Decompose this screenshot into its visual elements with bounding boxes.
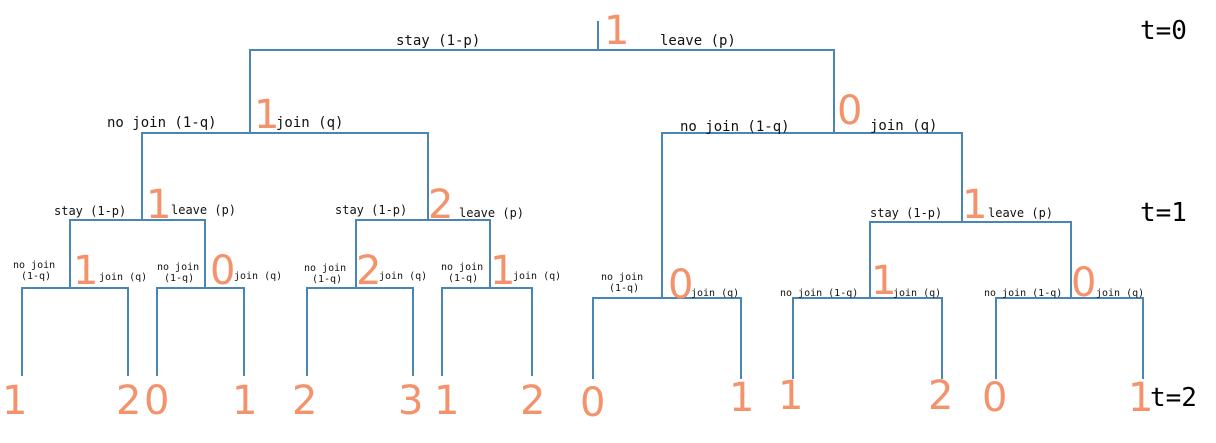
level2-node-b: 2 stay (1-p) leave (p) [335, 182, 524, 228]
time-label-t0: t=0 [1140, 16, 1187, 46]
l2-b-right-label: leave (p) [459, 206, 524, 220]
l1-right-left-label: no join (1-q) [680, 119, 790, 135]
leaf-state-14: 1 [1128, 375, 1153, 421]
l3-4-left-label-line2: (1-q) [448, 273, 478, 284]
leaf-states: 1 2 0 1 2 3 1 2 0 1 1 2 0 1 [2, 373, 1153, 426]
l2-c-state: 0 [668, 262, 693, 308]
leaf-state-6: 3 [398, 378, 423, 424]
l3-1-left-label-line2: (1-q) [21, 271, 51, 282]
l3-3-state: 2 [356, 248, 381, 294]
time-label-t2: t=2 [1150, 383, 1197, 413]
l3-4-left-label-line1: no join [441, 262, 483, 273]
l1-left-right-label: join (q) [276, 115, 343, 131]
l3-2-state: 0 [210, 248, 235, 294]
l2-c-left-label-line2: (1-q) [609, 283, 639, 294]
l2-b-state: 2 [428, 182, 453, 228]
l2-d-state: 1 [962, 182, 987, 228]
l2-a-right-label: leave (p) [171, 203, 236, 217]
leaf-state-1: 1 [2, 378, 27, 424]
leaf-state-7: 1 [434, 378, 459, 424]
leaf-state-2: 2 [116, 378, 141, 424]
leaf-state-9: 0 [580, 380, 605, 426]
root-right-label: leave (p) [660, 33, 736, 49]
l3-4-right-label: join (q) [513, 271, 561, 282]
l1-right-state: 0 [837, 88, 862, 134]
leaf-state-11: 1 [778, 373, 803, 419]
root-left-label: stay (1-p) [396, 33, 480, 49]
time-labels: t=0 t=1 t=2 [1140, 16, 1197, 413]
l3-3-right-label: join (q) [379, 271, 427, 282]
l3-6-state: 0 [1071, 260, 1096, 306]
level2-node-c: 0 no join (1-q) join (q) [601, 262, 739, 308]
l2-d-left-label: stay (1-p) [870, 206, 942, 220]
l3-5-right-label: join (q) [893, 288, 941, 299]
edge-root-branches [249, 49, 835, 133]
root-node: 1 stay (1-p) leave (p) [396, 8, 736, 54]
l1-left-state: 1 [254, 92, 279, 138]
l3-3-left-label-line2: (1-q) [312, 274, 342, 285]
edge-l1-left-branches [141, 132, 429, 221]
leaf-state-12: 2 [928, 373, 953, 419]
edge-l1-right-branches [661, 132, 963, 221]
level1-node-left: 1 no join (1-q) join (q) [107, 92, 343, 138]
l3-5-state: 1 [871, 258, 896, 304]
l3-6-right-label: join (q) [1096, 288, 1144, 299]
level2-node-d: 1 stay (1-p) leave (p) [870, 182, 1053, 228]
l2-c-left-label-line1: no join [601, 272, 643, 283]
leaf-state-3: 0 [144, 378, 169, 424]
l3-2-right-label: join (q) [234, 271, 282, 282]
edge-l2-d-branches [869, 221, 1072, 299]
l1-left-left-label: no join (1-q) [107, 115, 217, 131]
l2-c-right-label: join (q) [691, 288, 739, 299]
level3-node-5: 1 no join (1-q) join (q) [780, 258, 941, 304]
l2-d-right-label: leave (p) [988, 206, 1053, 220]
tree-edges [21, 21, 1144, 379]
edge-l3-e [592, 297, 742, 379]
edge-l3-a [21, 287, 129, 376]
level3-node-2: 0 no join (1-q) join (q) [157, 248, 282, 294]
level3-node-6: 0 no join (1-q) join (q) [984, 260, 1144, 306]
l3-2-left-label-line1: no join [157, 262, 199, 273]
edge-l3-b [156, 287, 245, 376]
leaf-state-5: 2 [292, 378, 317, 424]
edge-l3-g [995, 297, 1144, 379]
edge-l3-c [306, 287, 414, 376]
level1-node-right: 0 no join (1-q) join (q) [680, 88, 937, 135]
time-label-t1: t=1 [1140, 198, 1187, 228]
leaf-state-4: 1 [232, 378, 257, 424]
l2-b-left-label: stay (1-p) [335, 203, 407, 217]
level3-node-3: 2 no join (1-q) join (q) [304, 248, 427, 294]
level2-node-a: 1 stay (1-p) leave (p) [54, 182, 236, 228]
leaf-state-10: 1 [729, 375, 754, 421]
l3-2-left-label-line2: (1-q) [164, 273, 194, 284]
leaf-state-13: 0 [982, 375, 1007, 421]
level3-node-1: 1 no join (1-q) join (q) [13, 248, 147, 294]
l3-6-left-label: no join (1-q) [984, 288, 1062, 299]
edge-l2-a-branches [69, 219, 206, 289]
l1-right-right-label: join (q) [870, 118, 937, 134]
l3-1-right-label: join (q) [99, 272, 147, 283]
l3-4-state: 1 [490, 248, 515, 294]
root-state: 1 [604, 8, 629, 54]
l2-a-state: 1 [146, 182, 171, 228]
l3-5-left-label: no join (1-q) [780, 288, 858, 299]
l3-1-state: 1 [73, 248, 98, 294]
level3-node-4: 1 no join (1-q) join (q) [441, 248, 561, 294]
l3-1-left-label-line1: no join [13, 260, 55, 271]
edge-l2-b-branches [355, 219, 491, 289]
l3-3-left-label-line1: no join [304, 263, 346, 274]
edge-l3-d [441, 287, 533, 376]
leaf-state-8: 2 [520, 378, 545, 424]
edge-l3-f [792, 297, 943, 379]
l2-a-left-label: stay (1-p) [54, 204, 126, 218]
